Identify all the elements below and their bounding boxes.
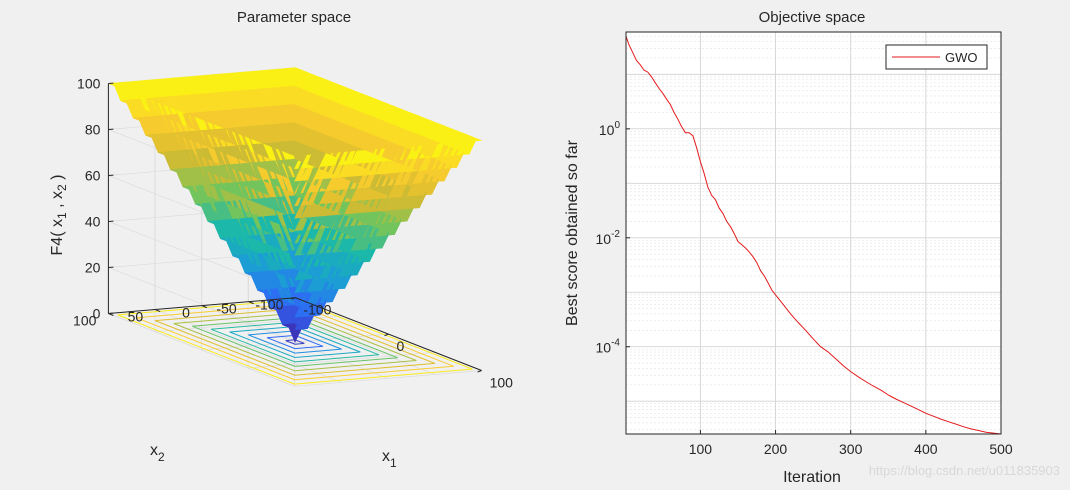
floor-gridline xyxy=(108,313,295,387)
surface-plot-panel: Parameter space 0 20 40 60 80 100 -100 -50 0 50 1… xyxy=(49,9,513,470)
watermark: https://blog.csdn.net/u011835903 xyxy=(869,463,1060,478)
x1-tick-mark xyxy=(477,370,482,373)
z-tick-labels: 0 20 40 60 80 100 xyxy=(77,76,114,322)
x-axis-label: Iteration xyxy=(783,469,841,486)
x-tick-labels: 100 200 300 400 500 xyxy=(689,430,1013,457)
y-tick-label: 100 xyxy=(599,120,621,138)
x2-tick-mark xyxy=(108,313,114,316)
z-tick-label: 20 xyxy=(85,260,101,276)
y-tick-labels: 100 10-2 10-4 xyxy=(596,120,630,356)
z-tick-label: 0 xyxy=(93,306,101,322)
contour-line xyxy=(173,312,417,372)
x-tick-label: 200 xyxy=(764,441,788,457)
contour-line xyxy=(117,299,473,385)
series-line-gwo xyxy=(625,36,1002,435)
contour-line xyxy=(266,334,324,350)
floor-gridline xyxy=(155,309,342,383)
contour-lines xyxy=(117,299,473,385)
x2-tick-mark xyxy=(154,309,161,313)
x-tick-label: 400 xyxy=(914,441,938,457)
x1-axis-label: x1 xyxy=(382,448,397,470)
z-tick-label: 100 xyxy=(77,76,101,92)
z-tick-label: 40 xyxy=(85,214,101,230)
z-axis-label: F4( x1 , x2 ) xyxy=(49,175,69,256)
x2-tick-label: -50 xyxy=(216,301,236,317)
x2-axis-label: x2 xyxy=(150,442,165,464)
x2-tick-mark xyxy=(201,305,208,309)
contour-line xyxy=(248,330,342,354)
floor-gridline xyxy=(248,351,436,369)
contour-line xyxy=(229,325,361,359)
convergence-plot-title: Objective space xyxy=(759,9,866,26)
x2-tick-labels: -100 -50 0 50 100 xyxy=(73,297,301,329)
convergence-plot-panel: Objective space 100 200 300 400 500 10010-21… xyxy=(564,9,1060,486)
contour-line xyxy=(192,317,398,367)
x2-tick-label: 50 xyxy=(128,309,144,325)
z-tick-label: 80 xyxy=(85,122,101,138)
surface-patch xyxy=(468,137,482,155)
legend-label: GWO xyxy=(945,50,978,65)
y-tick-label: 10-4 xyxy=(596,338,621,356)
legend: GWO xyxy=(885,44,988,70)
y-tick-label: 10-2 xyxy=(596,229,621,247)
floor-gridline xyxy=(294,370,482,387)
z-tick-label: 60 xyxy=(85,168,101,184)
contour-line xyxy=(154,308,436,376)
plot-frame xyxy=(625,31,1002,435)
x2-tick-label: 100 xyxy=(73,313,97,329)
y-axis-label: Best score obtained so far xyxy=(564,139,581,326)
contour-line xyxy=(210,321,380,363)
contour-line xyxy=(136,303,454,381)
x1-tick-mark xyxy=(291,297,296,300)
x1-tick-label: 100 xyxy=(490,375,514,391)
x2-tick-label: -100 xyxy=(255,297,283,313)
plot-area xyxy=(626,32,1001,434)
surface-mesh xyxy=(108,67,482,343)
contour-line xyxy=(285,339,305,345)
series-lines xyxy=(625,36,1002,435)
x1-tick-mark xyxy=(384,333,389,337)
x2-tick-label: 0 xyxy=(182,305,190,321)
x-tick-label: 500 xyxy=(989,441,1013,457)
surface-plot-title: Parameter space xyxy=(237,9,351,26)
x1-tick-labels: -100 0 100 xyxy=(291,297,514,391)
x1-tick-label: 0 xyxy=(397,338,405,354)
x1-tick-label: -100 xyxy=(303,302,331,318)
x-tick-label: 300 xyxy=(839,441,863,457)
x-tick-label: 100 xyxy=(689,441,713,457)
x2-tick-mark xyxy=(295,297,301,301)
x2-tick-mark xyxy=(248,301,254,305)
